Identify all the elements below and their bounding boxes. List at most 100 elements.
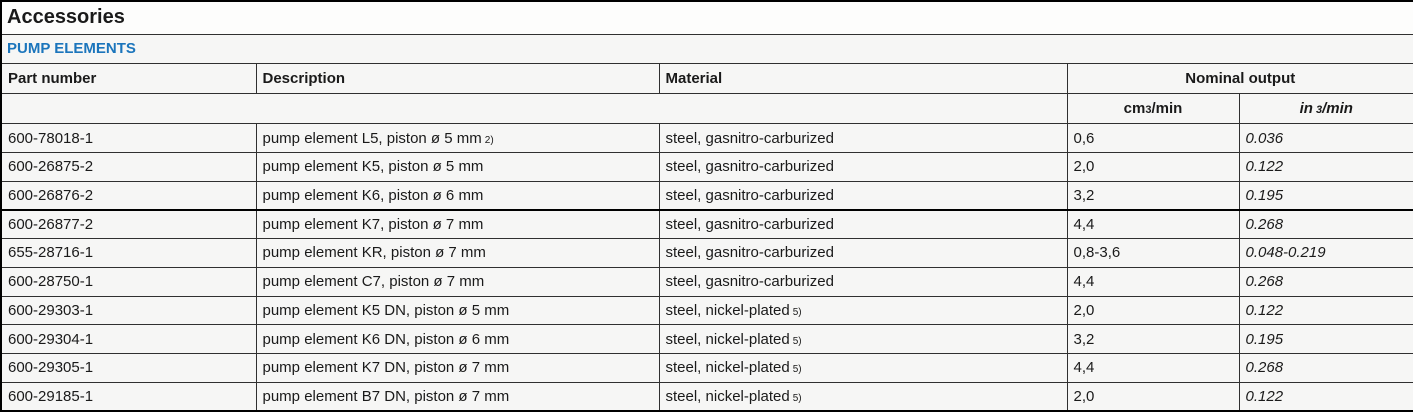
description-text: pump element K6, piston ø 6 mm	[262, 186, 484, 204]
column-header-material: Material	[658, 62, 1068, 95]
title-row: Accessories	[0, 0, 1413, 35]
part-number-cell: 600-78018-1	[0, 123, 257, 153]
material-text: steel, nickel-plated	[665, 359, 790, 377]
page-title: Accessories	[0, 0, 1413, 35]
material-cell: steel, nickel-plated 5)	[658, 295, 1068, 326]
description-cell: pump element B7 DN, piston ø 7 mm	[255, 381, 660, 412]
material-footnote: 5)	[792, 364, 802, 376]
material-text: steel, nickel-plated	[665, 330, 790, 348]
in3-value-cell: 0.122	[1238, 151, 1413, 182]
in3-value-cell: 0.195	[1238, 324, 1413, 355]
cm3-value-cell: 4,4	[1066, 208, 1240, 240]
material-cell: steel, nickel-plated 5)	[658, 324, 1068, 355]
table-row: 600-26876-2 pump element K6, piston ø 6 …	[0, 180, 1413, 211]
unit-header-row: cm3/min in 3/min	[0, 93, 1413, 125]
in3-value-cell: 0.268	[1238, 266, 1413, 297]
table-row: 600-29304-1 pump element K6 DN, piston ø…	[0, 324, 1413, 355]
in3-value-cell: 0.122	[1238, 381, 1413, 412]
description-text: pump element K5, piston ø 5 mm	[262, 158, 484, 176]
material-text: steel, gasnitro-carburized	[665, 215, 834, 233]
part-number-cell: 600-26877-2	[0, 208, 257, 240]
unit-header-in3: in 3/min	[1238, 93, 1413, 125]
unit-header-spacer	[0, 93, 1068, 125]
in3-value-cell: 0.122	[1238, 295, 1413, 326]
material-cell: steel, gasnitro-carburized	[658, 238, 1068, 268]
in3-value-cell: 0.268	[1238, 208, 1413, 240]
cm3-value-cell: 0,8-3,6	[1066, 238, 1240, 268]
in3-value-cell: 0.048-0.219	[1238, 238, 1413, 268]
material-footnote: 5)	[792, 335, 802, 347]
column-header-row: Part number Description Material Nominal…	[0, 62, 1413, 95]
description-text: pump element K6 DN, piston ø 6 mm	[262, 330, 510, 348]
section-heading: PUMP ELEMENTS	[0, 33, 1413, 64]
material-cell: steel, gasnitro-carburized	[658, 151, 1068, 182]
description-text: pump element L5, piston ø 5 mm	[262, 129, 482, 147]
cm3-value-cell: 3,2	[1066, 180, 1240, 211]
in3-value-cell: 0.036	[1238, 123, 1413, 153]
description-cell: pump element C7, piston ø 7 mm	[255, 266, 660, 297]
material-cell: steel, nickel-plated 5)	[658, 381, 1068, 412]
column-header-part-number: Part number	[0, 62, 257, 95]
table-row: 600-28750-1 pump element C7, piston ø 7 …	[0, 266, 1413, 297]
material-cell: steel, gasnitro-carburized	[658, 180, 1068, 211]
table-row: 600-29185-1 pump element B7 DN, piston ø…	[0, 381, 1413, 412]
description-cell: pump element K6, piston ø 6 mm	[255, 180, 660, 211]
material-cell: steel, gasnitro-carburized	[658, 208, 1068, 240]
part-number-cell: 655-28716-1	[0, 238, 257, 268]
part-number-cell: 600-29185-1	[0, 381, 257, 412]
material-cell: steel, nickel-plated 5)	[658, 353, 1068, 383]
table-row: 600-29305-1 pump element K7 DN, piston ø…	[0, 353, 1413, 383]
description-text: pump element KR, piston ø 7 mm	[262, 244, 486, 262]
cm3-value-cell: 2,0	[1066, 295, 1240, 326]
material-footnote: 5)	[792, 392, 802, 404]
material-text: steel, gasnitro-carburized	[665, 186, 834, 204]
column-header-nominal-output: Nominal output	[1066, 62, 1413, 95]
description-cell: pump element KR, piston ø 7 mm	[255, 238, 660, 268]
table-row: 600-26877-2 pump element K7, piston ø 7 …	[0, 208, 1413, 240]
cm3-value-cell: 4,4	[1066, 266, 1240, 297]
material-text: steel, nickel-plated	[665, 301, 790, 319]
cm3-value-cell: 4,4	[1066, 353, 1240, 383]
cm3-value-cell: 3,2	[1066, 324, 1240, 355]
table-row: 655-28716-1 pump element KR, piston ø 7 …	[0, 238, 1413, 268]
material-text: steel, gasnitro-carburized	[665, 129, 834, 147]
material-text: steel, nickel-plated	[665, 387, 790, 405]
description-text: pump element C7, piston ø 7 mm	[262, 273, 485, 291]
part-number-cell: 600-26875-2	[0, 151, 257, 182]
column-header-description: Description	[255, 62, 660, 95]
in3-value-cell: 0.268	[1238, 353, 1413, 383]
part-number-cell: 600-29305-1	[0, 353, 257, 383]
description-footnote: 2)	[484, 134, 494, 146]
material-cell: steel, gasnitro-carburized	[658, 266, 1068, 297]
material-text: steel, gasnitro-carburized	[665, 158, 834, 176]
table-row: 600-29303-1 pump element K5 DN, piston ø…	[0, 295, 1413, 326]
description-cell: pump element K5, piston ø 5 mm	[255, 151, 660, 182]
description-text: pump element K7 DN, piston ø 7 mm	[262, 359, 510, 377]
description-cell: pump element K7 DN, piston ø 7 mm	[255, 353, 660, 383]
description-cell: pump element K5 DN, piston ø 5 mm	[255, 295, 660, 326]
in3-value-cell: 0.195	[1238, 180, 1413, 211]
table-row: 600-78018-1 pump element L5, piston ø 5 …	[0, 123, 1413, 153]
material-text: steel, gasnitro-carburized	[665, 244, 834, 262]
description-cell: pump element K6 DN, piston ø 6 mm	[255, 324, 660, 355]
cm3-value-cell: 2,0	[1066, 151, 1240, 182]
description-text: pump element B7 DN, piston ø 7 mm	[262, 387, 510, 405]
table-row: 600-26875-2 pump element K5, piston ø 5 …	[0, 151, 1413, 182]
material-cell: steel, gasnitro-carburized	[658, 123, 1068, 153]
part-number-cell: 600-29303-1	[0, 295, 257, 326]
table-body: 600-78018-1 pump element L5, piston ø 5 …	[0, 123, 1413, 412]
part-number-cell: 600-26876-2	[0, 180, 257, 211]
description-cell: pump element K7, piston ø 7 mm	[255, 208, 660, 240]
description-text: pump element K5 DN, piston ø 5 mm	[262, 301, 510, 319]
cm3-value-cell: 2,0	[1066, 381, 1240, 412]
cm3-value-cell: 0,6	[1066, 123, 1240, 153]
section-row: PUMP ELEMENTS	[0, 33, 1413, 64]
description-cell: pump element L5, piston ø 5 mm 2)	[255, 123, 660, 153]
part-number-cell: 600-28750-1	[0, 266, 257, 297]
material-footnote: 5)	[792, 306, 802, 318]
part-number-cell: 600-29304-1	[0, 324, 257, 355]
material-text: steel, gasnitro-carburized	[665, 273, 834, 291]
unit-header-cm3: cm3/min	[1066, 93, 1240, 125]
